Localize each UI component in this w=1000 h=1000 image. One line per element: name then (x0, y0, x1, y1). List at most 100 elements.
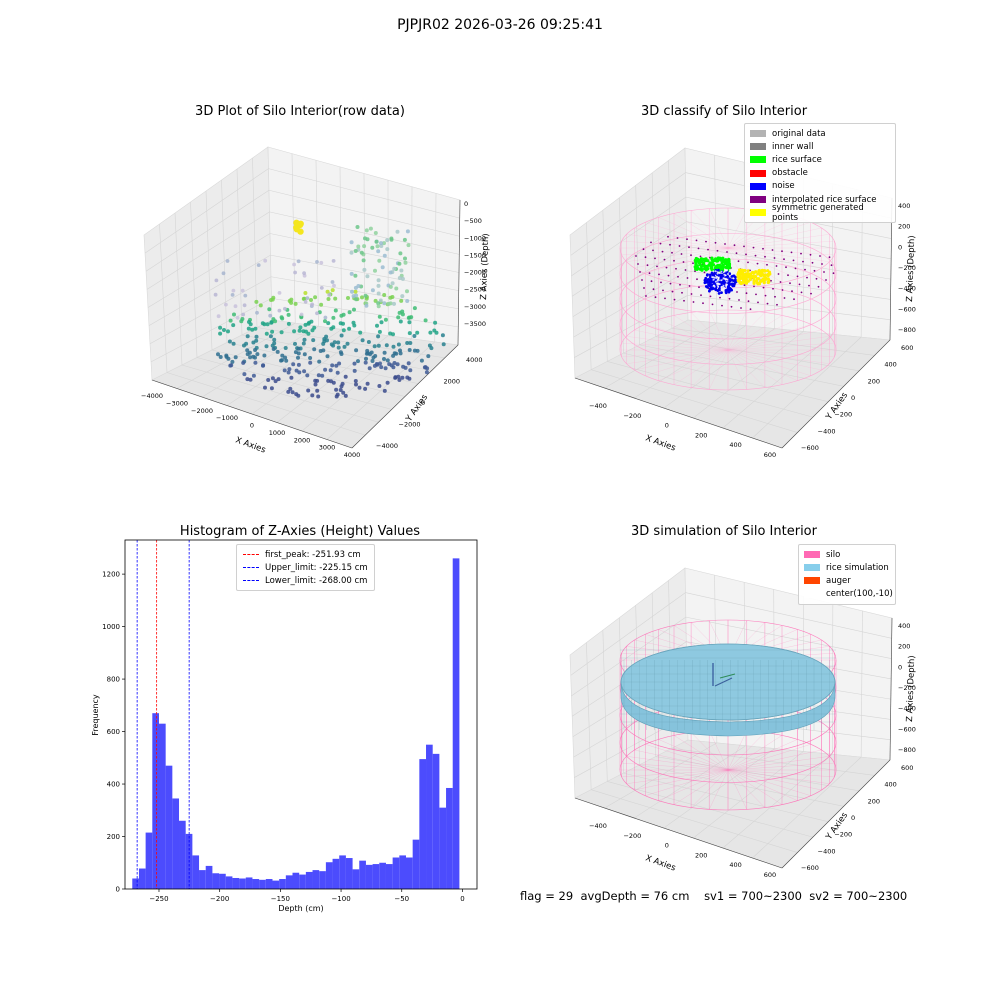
tick-label: −400 (589, 402, 607, 410)
noise-point (704, 278, 707, 282)
data-point (336, 345, 341, 350)
y-tick-label: 800 (107, 676, 120, 684)
wall-point (361, 258, 366, 263)
grid-line (434, 193, 437, 342)
legend-label: auger (826, 575, 851, 586)
data-point (270, 329, 275, 334)
data-point (239, 319, 244, 324)
data-point (330, 363, 335, 368)
noise-point (717, 292, 721, 295)
silo-spoke (727, 222, 811, 249)
data-point (341, 390, 346, 395)
histogram-bar (272, 880, 280, 889)
grid-point (817, 285, 820, 288)
grid-point (719, 296, 721, 299)
rice-point (725, 265, 729, 269)
data-point (232, 312, 236, 317)
tick-label: 600 (764, 871, 776, 879)
symmetric-point (741, 278, 746, 282)
tick-label: −600 (801, 444, 819, 452)
data-point (365, 381, 370, 386)
legend-label: Lower_limit: -268.00 cm (265, 575, 368, 586)
silo-spoke (645, 324, 729, 351)
grid-line (573, 270, 688, 338)
wall-point (364, 303, 369, 308)
y-tick-label: 0 (116, 886, 120, 894)
silo-spoke (727, 319, 798, 351)
silo-spoke (727, 735, 783, 771)
grid-line (574, 295, 688, 358)
grid-point (696, 278, 698, 281)
rice-point (700, 260, 704, 264)
silo-spoke (727, 349, 830, 364)
tick-label: −2500 (464, 286, 486, 294)
data-point (392, 351, 397, 356)
data-point (264, 344, 269, 349)
silo-spoke (673, 735, 729, 771)
grid-point (673, 259, 675, 262)
wall-point (374, 239, 379, 244)
wall-point (390, 281, 395, 286)
data-point (335, 370, 340, 375)
data-point (423, 318, 428, 323)
noise-highlight (725, 277, 727, 280)
classify-x-ticks: −400 −200 0 200 400 600 (589, 402, 776, 459)
grid-line (326, 341, 435, 440)
grid-line (639, 344, 844, 387)
wall-point (385, 238, 390, 243)
data-point (226, 329, 230, 334)
classify-x-label: X Axies (644, 433, 677, 453)
grid-point (665, 266, 668, 269)
wall-point (382, 253, 387, 258)
silo-spoke (727, 349, 798, 381)
data-point (216, 352, 220, 357)
legend-swatch (750, 169, 766, 177)
symmetric-point (757, 268, 761, 273)
data-point (228, 318, 233, 323)
y-tick-label: 1200 (102, 571, 120, 579)
tick-label: −2000 (191, 407, 213, 415)
noise-highlight (723, 286, 726, 289)
data-point (305, 373, 310, 378)
simulation-z-ticks: 400 200 0 −200 −400 −600 −800 (898, 622, 916, 754)
raw-z-label: Z Axies (Depth) (479, 233, 490, 300)
noise-point (728, 272, 732, 276)
data-point (426, 354, 431, 359)
wall-point (255, 310, 259, 315)
silo-spoke (727, 234, 830, 249)
legend-label: first_peak: -251.93 cm (265, 549, 361, 560)
grid-point (637, 263, 639, 265)
grid-point (771, 249, 774, 251)
data-point (328, 368, 333, 373)
silo-spoke (634, 749, 729, 771)
data-point (374, 362, 379, 366)
grid-line (655, 756, 860, 792)
silo-spoke (727, 349, 811, 376)
data-point (366, 340, 371, 344)
wall-point (364, 228, 369, 233)
histogram-bar (205, 865, 213, 889)
wall-point (397, 276, 402, 280)
histogram-bar (405, 857, 413, 889)
noise-point (709, 281, 713, 284)
grid-point (773, 257, 776, 259)
histogram-bar (325, 862, 333, 889)
data-point (282, 368, 287, 373)
raw-z-ticks: 0 −500 −1000 −1500 −2000 −2500 −3000 −3500 (464, 200, 486, 328)
wall-point (349, 250, 354, 255)
data-point (363, 386, 368, 391)
noise-highlight (717, 276, 720, 279)
legend-label: Upper_limit: -225.15 cm (265, 562, 368, 573)
histogram-bar (365, 864, 373, 889)
wall-point (277, 291, 282, 295)
silo-spoke (727, 312, 766, 351)
data-point (280, 358, 284, 363)
data-point (296, 346, 301, 351)
grid-line (252, 157, 258, 328)
wall-point (376, 291, 381, 296)
silo-spoke (690, 732, 729, 771)
wall-point (331, 259, 336, 263)
grid-point (697, 247, 700, 250)
wall-point (330, 280, 335, 284)
grid-point (650, 241, 652, 244)
